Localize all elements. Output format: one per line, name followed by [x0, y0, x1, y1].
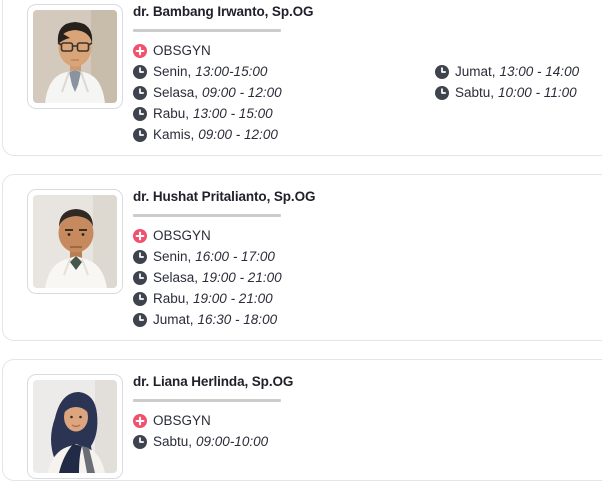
- clock-icon: [133, 434, 147, 449]
- schedule-day: Rabu,: [153, 106, 190, 121]
- schedule-item: Senin, 16:00 - 17:00: [133, 246, 602, 267]
- doctor-name: dr. Liana Herlinda, Sp.OG: [133, 374, 294, 389]
- doctor-card: dr. Bambang Irwanto, Sp.OG OBSGYN: [2, 0, 602, 156]
- schedule-item: Jumat, 16:30 - 18:00: [133, 309, 602, 330]
- schedule-time: 16:00 - 17:00: [195, 249, 275, 264]
- specialty-row: OBSGYN: [133, 225, 602, 246]
- schedule-item: Selasa, 19:00 - 21:00: [133, 267, 602, 288]
- divider: [133, 29, 281, 32]
- clock-icon: [133, 85, 147, 100]
- doctor-photo: [33, 380, 117, 473]
- schedule-day: Kamis,: [153, 127, 195, 142]
- clock-icon: [133, 270, 147, 285]
- schedule-item: Selasa, 09:00 - 12:00: [133, 82, 602, 103]
- schedule-column-left: Sabtu, 09:00-10:00: [133, 431, 602, 452]
- specialty-row: OBSGYN: [133, 40, 602, 61]
- schedule-day: Rabu,: [153, 291, 190, 306]
- clock-icon: [435, 64, 449, 79]
- schedule-day: Jumat,: [153, 312, 194, 327]
- doctor-info: dr. Bambang Irwanto, Sp.OG OBSGYN: [133, 3, 602, 145]
- schedule-time: 09:00-10:00: [196, 434, 269, 449]
- schedule-item: Sabtu, 09:00-10:00: [133, 431, 602, 452]
- divider: [133, 214, 281, 217]
- clock-icon: [133, 106, 147, 121]
- clock-icon: [435, 85, 449, 100]
- specialty-label: OBSGYN: [153, 43, 211, 58]
- schedule-time: 09:00 - 12:00: [198, 127, 278, 142]
- schedule-time: 13:00 - 14:00: [499, 64, 580, 79]
- clock-icon: [133, 291, 147, 306]
- schedule-item: Sabtu, 10:00 - 11:00: [435, 82, 579, 103]
- doctor-photo-frame: [27, 4, 123, 109]
- plus-circle-icon: [133, 413, 147, 428]
- schedule-item: Jumat, 13:00 - 14:00: [435, 61, 579, 82]
- schedule-column-left: Senin, 13:00-15:00 Selasa, 09:00 - 12:00…: [133, 61, 602, 145]
- schedule-item: Senin, 13:00-15:00: [133, 61, 602, 82]
- schedule-time: 13:00-15:00: [195, 64, 268, 79]
- plus-circle-icon: [133, 43, 147, 58]
- doctor-name: dr. Hushat Pritalianto, Sp.OG: [133, 189, 316, 204]
- doctor-photo-frame: [27, 374, 123, 479]
- doctor-photo: [33, 10, 117, 103]
- schedule-column-right: Jumat, 13:00 - 14:00 Sabtu, 10:00 - 11:0…: [435, 61, 579, 103]
- doctor-info: dr. Hushat Pritalianto, Sp.OG OBSGYN: [133, 188, 602, 330]
- schedule-column-left: Senin, 16:00 - 17:00 Selasa, 19:00 - 21:…: [133, 246, 602, 330]
- doctor-photo: [33, 195, 117, 288]
- doctor-photo-frame: [27, 189, 123, 294]
- schedule-block: OBSGYN Senin, 16:00 - 17:00 Selasa, 19:0…: [133, 225, 602, 330]
- schedule-block: OBSGYN Sabtu, 09:00-10:00: [133, 410, 602, 452]
- doctor-info: dr. Liana Herlinda, Sp.OG OBSGYN: [133, 373, 602, 452]
- clock-icon: [133, 64, 147, 79]
- divider: [133, 399, 281, 402]
- schedule-day: Selasa,: [153, 270, 199, 285]
- schedule-day: Jumat,: [455, 64, 496, 79]
- schedule-day: Sabtu,: [153, 434, 193, 449]
- specialty-row: OBSGYN: [133, 410, 602, 431]
- doctor-name: dr. Bambang Irwanto, Sp.OG: [133, 4, 314, 19]
- doctor-card: dr. Hushat Pritalianto, Sp.OG OBSGYN: [2, 174, 602, 341]
- schedule-time: 19:00 - 21:00: [193, 291, 273, 306]
- schedule-day: Senin,: [153, 249, 192, 264]
- schedule-day: Selasa,: [153, 85, 199, 100]
- clock-icon: [133, 312, 147, 327]
- schedule-block: OBSGYN Senin, 13:00-15:00 Selasa, 09:00 …: [133, 40, 602, 145]
- schedule-item: Rabu, 19:00 - 21:00: [133, 288, 602, 309]
- schedule-day: Senin,: [153, 64, 192, 79]
- schedule-item: Rabu, 13:00 - 15:00: [133, 103, 602, 124]
- doctor-card: dr. Liana Herlinda, Sp.OG OBSGYN: [2, 359, 602, 481]
- schedule-item: Kamis, 09:00 - 12:00: [133, 124, 602, 145]
- specialty-label: OBSGYN: [153, 228, 211, 243]
- specialty-label: OBSGYN: [153, 413, 211, 428]
- schedule-time: 16:30 - 18:00: [197, 312, 278, 327]
- schedule-time: 09:00 - 12:00: [202, 85, 282, 100]
- schedule-time: 10:00 - 11:00: [498, 85, 577, 100]
- schedule-time: 13:00 - 15:00: [193, 106, 273, 121]
- clock-icon: [133, 249, 147, 264]
- schedule-time: 19:00 - 21:00: [202, 270, 282, 285]
- clock-icon: [133, 127, 147, 142]
- schedule-day: Sabtu,: [455, 85, 495, 100]
- plus-circle-icon: [133, 228, 147, 243]
